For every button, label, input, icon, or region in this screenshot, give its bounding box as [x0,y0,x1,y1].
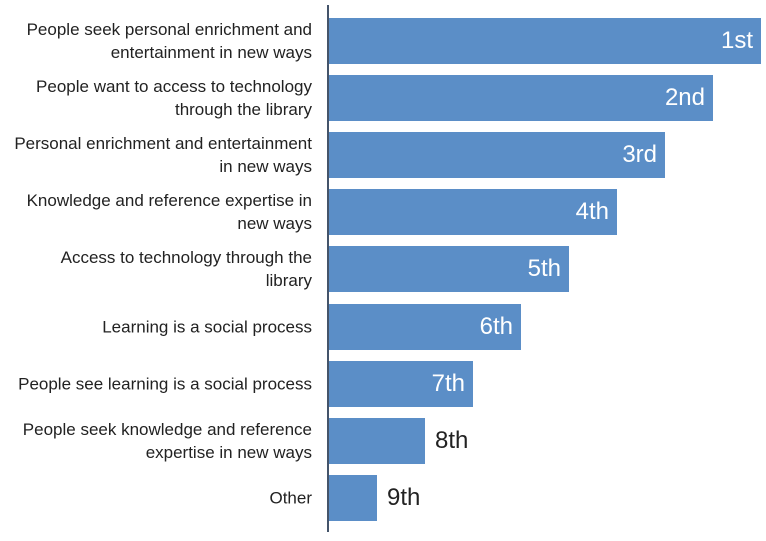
bar [329,18,761,64]
category-label: People see learning is a social process [18,374,312,394]
category-label: People want to access to technology thro… [36,77,312,120]
bar [329,417,425,464]
data-label: 5th [527,255,561,283]
data-label: 3rd [622,141,657,169]
category-label: Access to technology through the library [60,248,312,291]
axis-line [327,5,329,532]
bar [329,246,569,293]
data-label: 7th [431,369,465,397]
data-label: 1st [720,27,753,54]
data-label: 9th [387,483,421,511]
category-label: Other [269,488,312,508]
data-label: 2nd [664,84,705,112]
bar [329,189,617,236]
data-label: 4th [575,198,609,226]
bar [329,75,713,122]
bar [329,132,665,179]
category-label: People seek personal enrichment and ente… [26,20,312,62]
bar [329,360,473,407]
bar [329,303,521,350]
data-label: 6th [479,312,513,340]
data-label: 8th [435,426,469,454]
category-label: Personal enrichment and entertainment in… [14,134,312,177]
category-label: Learning is a social process [102,317,312,336]
bar [329,474,377,521]
category-label: Knowledge and reference expertise in new… [26,191,312,234]
category-label: People seek knowledge and reference expe… [22,419,312,462]
